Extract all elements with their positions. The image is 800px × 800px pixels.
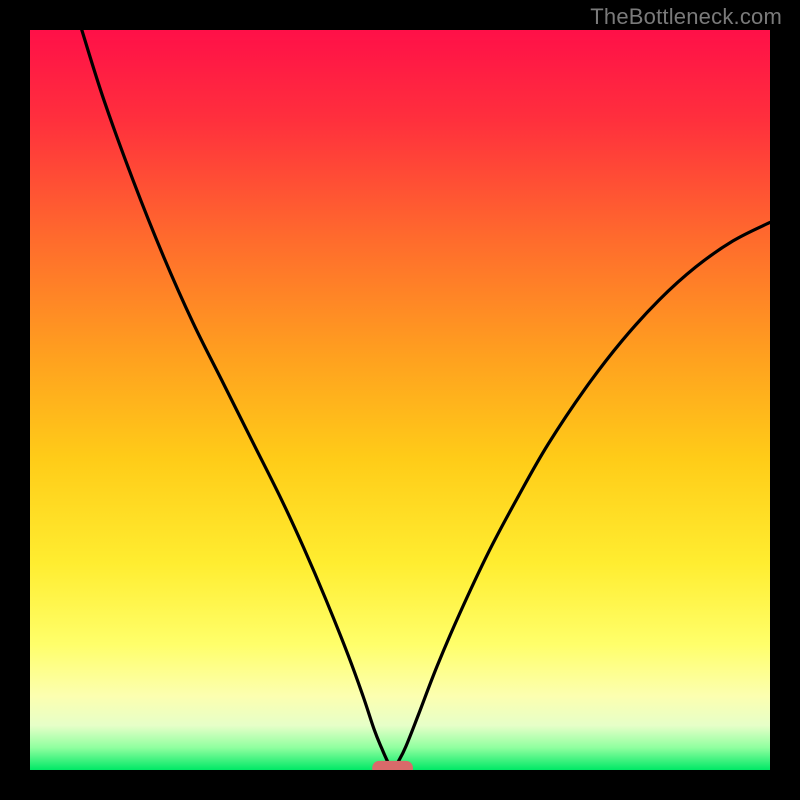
plot-svg xyxy=(0,0,800,800)
chart-container: TheBottleneck.com xyxy=(0,0,800,800)
optimum-marker xyxy=(372,761,413,777)
watermark-text: TheBottleneck.com xyxy=(590,4,782,30)
plot-background xyxy=(30,30,770,770)
